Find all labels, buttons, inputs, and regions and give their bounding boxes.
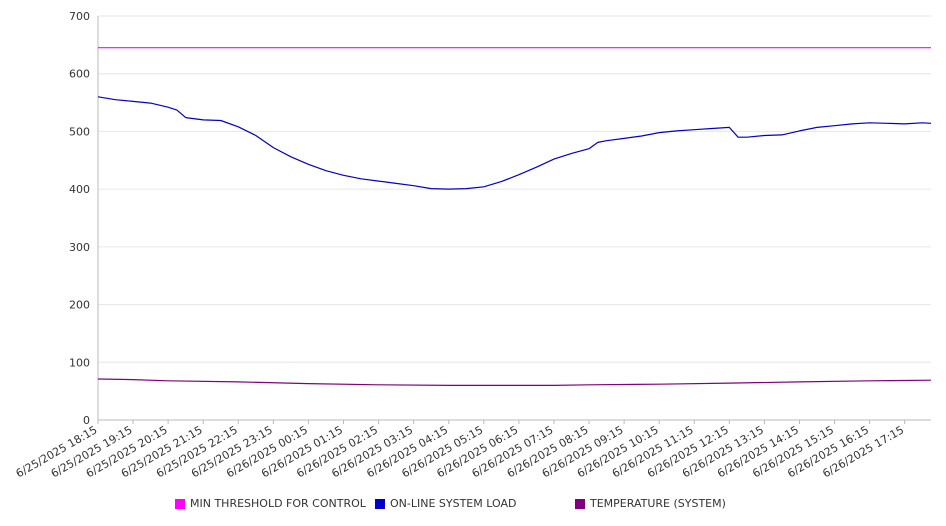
y-tick-label: 700 [69,10,90,23]
legend-item-temperature: TEMPERATURE (SYSTEM) [575,497,726,510]
series-line-temperature [97,378,932,386]
legend-label-temperature: TEMPERATURE (SYSTEM) [590,497,726,510]
series-line-system-load [97,96,932,190]
y-tick-label: 500 [69,125,90,138]
y-tick-label: 100 [69,356,90,369]
y-tick-label: 600 [69,68,90,81]
legend-item-min-threshold: MIN THRESHOLD FOR CONTROL [175,497,366,510]
y-tick-label: 0 [83,414,90,427]
y-tick-label: 200 [69,299,90,312]
legend-swatch-temperature [575,498,585,509]
legend-label-min-threshold: MIN THRESHOLD FOR CONTROL [190,497,366,510]
legend-swatch-min-threshold [175,498,185,509]
chart-legend: MIN THRESHOLD FOR CONTROL ON-LINE SYSTEM… [0,497,946,515]
y-tick-label: 400 [69,183,90,196]
legend-label-system-load: ON-LINE SYSTEM LOAD [390,497,517,510]
y-tick-label: 300 [69,241,90,254]
legend-swatch-system-load [375,498,385,509]
legend-item-system-load: ON-LINE SYSTEM LOAD [375,497,516,510]
